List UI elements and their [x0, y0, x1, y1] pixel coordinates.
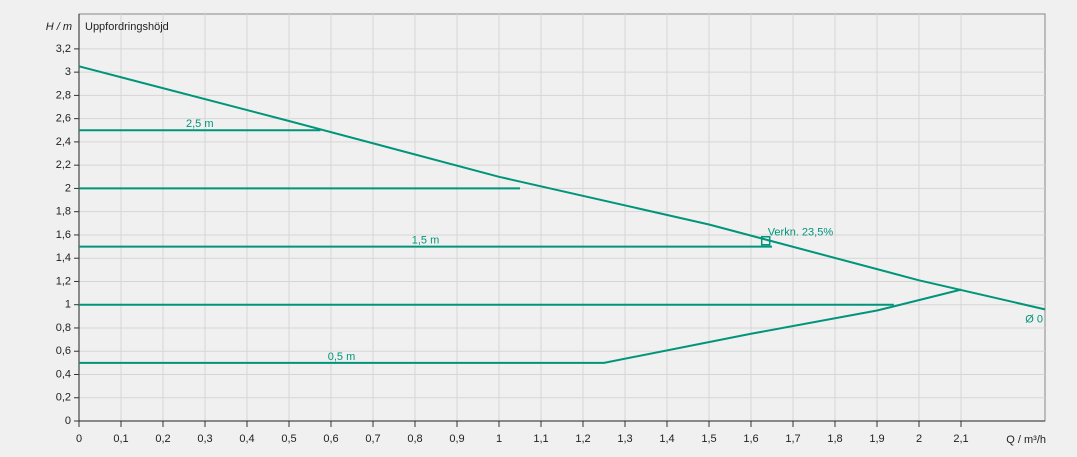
y-tick-label: 1,8: [56, 206, 71, 218]
x-tick-label: 0,3: [197, 433, 212, 445]
x-tick-label: 1,4: [659, 433, 674, 445]
x-tick-label: 0,8: [407, 433, 422, 445]
y-tick-label: 2,2: [56, 159, 71, 171]
curve-label: 1,5 m: [412, 234, 440, 246]
y-tick-label: 3: [65, 66, 71, 78]
x-tick-label: 0,2: [155, 433, 170, 445]
x-tick-label: 1,5: [701, 433, 716, 445]
y-tick-label: 1: [65, 299, 71, 311]
y-tick-label: 2,4: [56, 136, 71, 148]
x-tick-label: 1: [496, 433, 502, 445]
y-tick-label: 2,6: [56, 113, 71, 125]
y-tick-label: 3,2: [56, 43, 71, 55]
x-tick-label: 0,7: [365, 433, 380, 445]
y-tick-label: 0: [65, 415, 71, 427]
y-tick-label: 1,4: [56, 252, 71, 264]
chart-title: Uppfordringshöjd: [85, 21, 169, 33]
x-tick-label: 0,1: [113, 433, 128, 445]
x-tick-label: 1,1: [533, 433, 548, 445]
curve: [79, 288, 962, 364]
x-tick-label: 1,2: [575, 433, 590, 445]
x-tick-label: 0,9: [449, 433, 464, 445]
curve-label: Ø 0: [1025, 313, 1043, 325]
x-tick-label: 1,7: [785, 433, 800, 445]
curve-label: 2,5 m: [186, 118, 214, 130]
y-tick-label: 0,4: [56, 368, 71, 380]
operating-point-label: Verkn. 23,5%: [768, 227, 834, 239]
plot-area: [78, 13, 1046, 422]
y-tick-label: 0,8: [56, 322, 71, 334]
x-tick-label: 2: [916, 433, 922, 445]
operating-point: [760, 236, 771, 246]
x-axis-label: Q / m³/h: [1006, 434, 1046, 446]
y-tick-label: 2,8: [56, 89, 71, 101]
y-tick-label: 2: [65, 182, 71, 194]
x-tick-label: 0: [76, 433, 82, 445]
y-axis-label: H / m: [46, 21, 72, 33]
x-tick-label: 1,6: [743, 433, 758, 445]
y-tick-label: 1,2: [56, 275, 71, 287]
y-tick-label: 0,6: [56, 345, 71, 357]
y-tick-label: 0,2: [56, 392, 71, 404]
x-tick-label: 1,8: [827, 433, 842, 445]
x-tick-label: 0,5: [281, 433, 296, 445]
curve-label: 0,5 m: [328, 351, 356, 363]
x-tick-label: 1,3: [617, 433, 632, 445]
y-tick-label: 1,6: [56, 229, 71, 241]
x-tick-label: 2,1: [953, 433, 968, 445]
x-tick-label: 0,4: [239, 433, 254, 445]
x-tick-label: 1,9: [869, 433, 884, 445]
x-tick-label: 0,6: [323, 433, 338, 445]
curve: [78, 65, 1046, 311]
